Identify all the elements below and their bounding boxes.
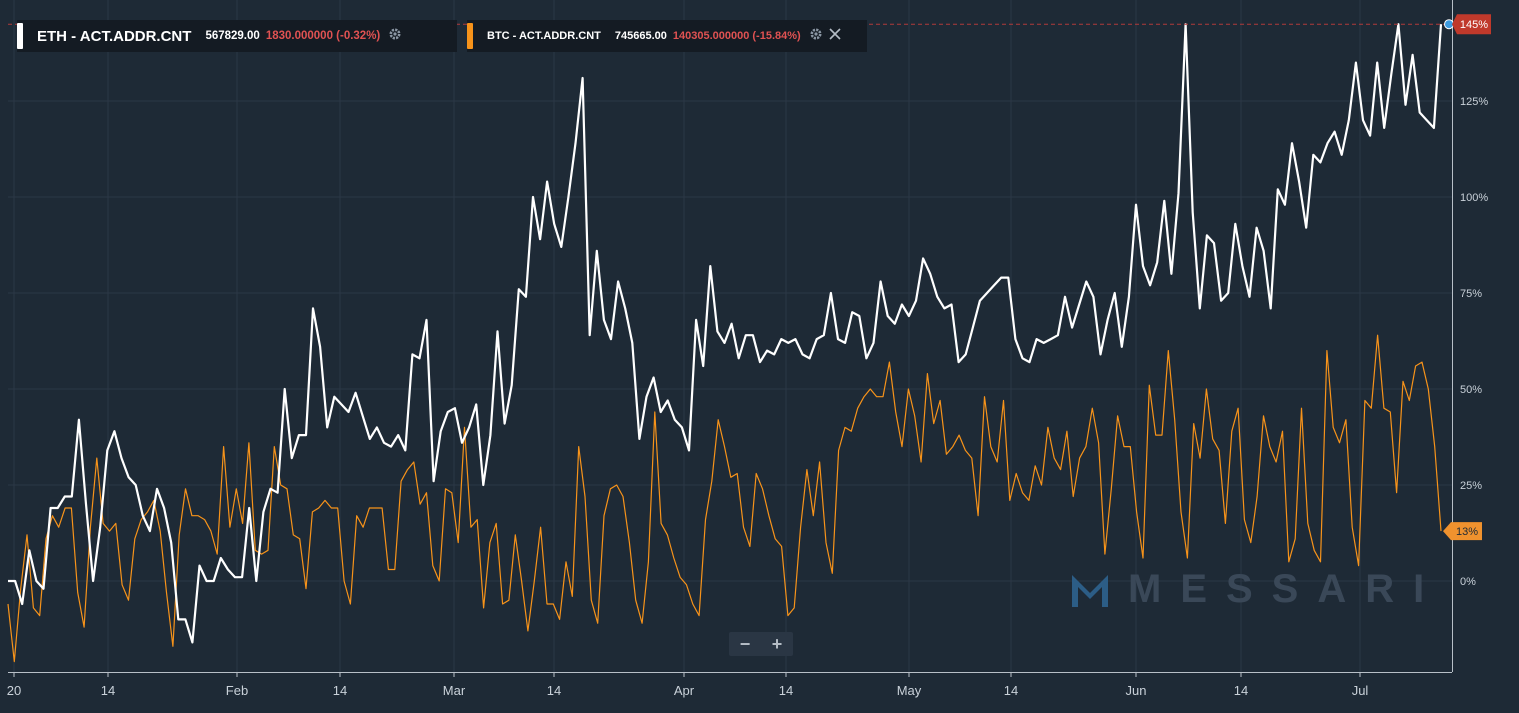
x-tick-label: 14 (1004, 683, 1018, 698)
x-tick-label: May (897, 683, 922, 698)
x-tick-label: Jul (1352, 683, 1369, 698)
x-tick-label: 14 (779, 683, 793, 698)
legend-btc-change: 140305.000000 (-15.84%) (672, 30, 801, 42)
legend-eth[interactable]: ETH - ACT.ADDR.CNT 567829.00 1830.000000… (17, 20, 457, 52)
legend-btc[interactable]: BTC - ACT.ADDR.CNT 745665.00 140305.0000… (467, 20, 867, 52)
x-tick-label: 14 (547, 683, 561, 698)
gear-icon[interactable] (809, 27, 823, 46)
y-tick-label: 50% (1460, 384, 1482, 396)
eth-last-value-label: 145% (1460, 19, 1488, 31)
axes: 20 14 Feb 14 Mar 14 Apr 14 May 14 Jun 14 Jul 0% 25% 50%… (7, 0, 1488, 698)
x-tick-label: Feb (226, 683, 248, 698)
x-tick-label: 14 (1234, 683, 1248, 698)
zoom-out-button[interactable]: − (739, 633, 751, 654)
x-tick-label: Mar (443, 683, 466, 698)
legend-eth-value: 567829.00 (205, 30, 260, 42)
y-tick-label: 25% (1460, 480, 1482, 492)
close-icon[interactable] (829, 27, 841, 45)
messari-logo-icon (1072, 575, 1108, 607)
eth-last-value-badge (1452, 14, 1491, 35)
messari-watermark: MESSARI (1070, 566, 1443, 612)
y-tick-label: 100% (1460, 192, 1488, 204)
series-lines (7, 23, 1443, 663)
y-tick-label: 75% (1460, 288, 1482, 300)
legend-btc-title: BTC - ACT.ADDR.CNT (487, 30, 601, 42)
btc-last-value-badge (1443, 522, 1482, 541)
legend-eth-title: ETH - ACT.ADDR.CNT (37, 27, 192, 45)
legend-btc-swatch (467, 23, 473, 49)
gear-icon[interactable] (388, 27, 402, 46)
legend-btc-value: 745665.00 (614, 30, 667, 42)
x-tick-label: 14 (101, 683, 115, 698)
y-tick-label: 0% (1460, 576, 1476, 588)
series-line-btc (7, 334, 1442, 663)
zoom-controls: − + (729, 632, 793, 656)
y-tick-label: 125% (1460, 96, 1488, 108)
series-line-eth (8, 23, 1443, 644)
legend-eth-change: 1830.000000 (-0.32%) (265, 30, 381, 42)
legend-eth-swatch (17, 23, 23, 49)
zoom-in-button[interactable]: + (771, 633, 783, 654)
x-tick-label: Jun (1126, 683, 1147, 698)
x-tick-label: 14 (333, 683, 347, 698)
watermark-text: MESSARI (1128, 566, 1444, 611)
x-tick-label: Apr (674, 683, 695, 698)
x-tick-label: 20 (7, 683, 21, 698)
btc-last-value-label: 13% (1456, 526, 1478, 538)
grid (8, 0, 1452, 672)
last-value-markers: 145% 13% (8, 14, 1491, 541)
